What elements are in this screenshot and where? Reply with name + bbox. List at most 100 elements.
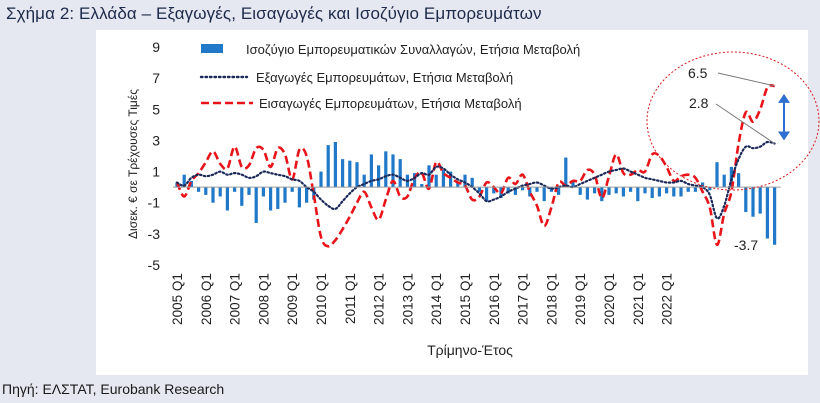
bar (564, 157, 568, 188)
y-tick-label: -3 (148, 226, 161, 242)
axes: 9 7 5 3 1 -1 -3 -5 Δισεκ. € σε Τρέχουσες Τιμές 20… (126, 39, 781, 358)
bar (391, 154, 395, 188)
bar (593, 187, 597, 194)
bar (427, 165, 431, 188)
annotations: 6.5 2.8 -3.7 (646, 51, 820, 253)
bar (297, 187, 301, 208)
bar (398, 159, 402, 188)
bar (218, 187, 222, 197)
x-tick-label: 2009 Q1 (285, 273, 300, 325)
legend-label: Ισοζύγιο Εμπορευματικών Συναλλαγών, Ετήσ… (246, 42, 580, 57)
bar (290, 187, 294, 192)
annotation-leader (717, 72, 775, 87)
bar (211, 187, 215, 203)
bar (319, 171, 323, 188)
annotation-label: 2.8 (689, 95, 709, 111)
legend: Ισοζύγιο Εμπορευματικών Συναλλαγών, Ετήσ… (199, 42, 580, 111)
imports-line (175, 84, 775, 248)
bar (463, 174, 467, 188)
bar (679, 187, 683, 197)
bar (686, 187, 690, 192)
bar (362, 174, 366, 188)
x-tick-label: 2007 Q1 (228, 273, 243, 325)
highlight-ellipse (646, 51, 820, 191)
bar (636, 187, 640, 202)
bar (614, 187, 618, 194)
bar (247, 187, 251, 195)
bar (765, 187, 769, 239)
bar (758, 187, 762, 214)
bar (197, 187, 201, 192)
bar (456, 182, 460, 188)
x-tick-label: 2016 Q1 (487, 273, 502, 325)
x-tick-label: 2022 Q1 (660, 273, 675, 325)
bar (607, 187, 611, 195)
x-tick-label: 2006 Q1 (199, 273, 214, 325)
x-tick-label: 2008 Q1 (256, 273, 271, 325)
bar (477, 187, 481, 192)
bar (650, 187, 654, 199)
bar (182, 174, 186, 188)
legend-label: Εξαγωγές Εμπορευμάτων, Ετήσια Μεταβολή (256, 70, 513, 85)
bar (269, 187, 273, 211)
y-tick-label: 9 (152, 39, 160, 55)
bar (693, 187, 697, 192)
y-tick-label: -1 (148, 195, 161, 211)
figure-title: Σχήμα 2: Ελλάδα – Εξαγωγές, Εισαγωγές κα… (6, 4, 542, 23)
bar (499, 187, 503, 199)
x-tick-label: 2021 Q1 (631, 273, 646, 325)
bar (355, 162, 359, 188)
bar (485, 187, 489, 202)
bar (492, 187, 496, 194)
bar (578, 187, 582, 195)
bar (528, 187, 532, 197)
bar (657, 187, 661, 197)
bar (708, 187, 712, 191)
bar (701, 182, 705, 188)
bar (600, 187, 604, 202)
bar (672, 187, 676, 197)
bar (377, 165, 381, 188)
y-axis-label: Δισεκ. € σε Τρέχουσες Τιμές (126, 89, 140, 239)
bar (204, 187, 208, 195)
gap-arrow-head-up (778, 93, 790, 103)
bar (773, 187, 777, 245)
bar (629, 187, 633, 192)
bar (513, 187, 517, 195)
x-tick-label: 2014 Q1 (429, 273, 444, 325)
x-axis-label: Τρίμηνο-Έτος (427, 342, 513, 358)
plot-area (96, 30, 808, 375)
bar (276, 187, 280, 209)
bar (751, 187, 755, 217)
bar (521, 187, 525, 191)
bar (557, 187, 561, 195)
bar (420, 184, 424, 188)
bar (348, 160, 352, 188)
bar (341, 159, 345, 188)
bar (254, 187, 258, 223)
bar (585, 187, 589, 200)
x-tick-label: 2019 Q1 (573, 273, 588, 325)
series-lines (175, 84, 776, 248)
y-tick-label: 5 (152, 101, 160, 117)
y-tick-label: 7 (152, 70, 160, 86)
bar (305, 187, 309, 203)
bar (506, 187, 510, 194)
bar (643, 187, 647, 194)
gap-arrow-head-down (778, 131, 790, 141)
x-tick-label: 2020 Q1 (602, 273, 617, 325)
bar (571, 180, 575, 188)
legend-swatch-balance (201, 44, 223, 53)
bar (441, 170, 445, 188)
bar (434, 174, 438, 188)
bar (715, 162, 719, 188)
bar (233, 187, 237, 192)
bar (333, 141, 337, 188)
exports-line (175, 140, 776, 220)
x-tick-label: 2017 Q1 (516, 273, 531, 325)
x-tick-label: 2015 Q1 (458, 273, 473, 325)
bar (189, 180, 193, 188)
bar (326, 145, 330, 188)
y-tick-label: 3 (152, 132, 160, 148)
